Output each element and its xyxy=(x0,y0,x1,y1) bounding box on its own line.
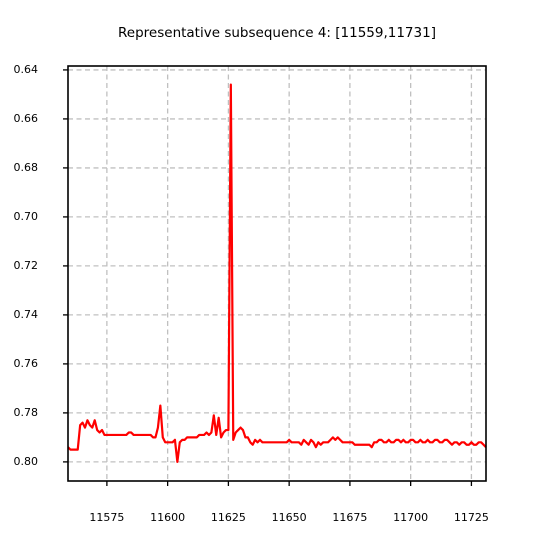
chart-title: Representative subsequence 4: [11559,117… xyxy=(118,25,436,41)
y-tick-label: 0.74 xyxy=(14,308,39,321)
x-tick-label: 11600 xyxy=(150,511,185,524)
x-tick-label: 11575 xyxy=(89,511,124,524)
plot-frame xyxy=(67,65,487,482)
y-tick-label: 0.64 xyxy=(14,63,39,76)
y-tick-label: 0.78 xyxy=(14,406,39,419)
y-tick-label: 0.68 xyxy=(14,161,39,174)
x-tick-label: 11675 xyxy=(332,511,367,524)
y-tick-label: 0.70 xyxy=(14,210,39,223)
y-tick-label: 0.66 xyxy=(14,112,39,125)
x-tick-label: 11650 xyxy=(272,511,307,524)
line xyxy=(67,83,487,463)
x-tick-label: 11725 xyxy=(454,511,489,524)
y-tick-label: 0.80 xyxy=(14,455,39,468)
y-tick-label: 0.72 xyxy=(14,259,39,272)
y-tick-label: 0.76 xyxy=(14,357,39,370)
x-tick-label: 11625 xyxy=(211,511,246,524)
x-tick-label: 11700 xyxy=(393,511,428,524)
